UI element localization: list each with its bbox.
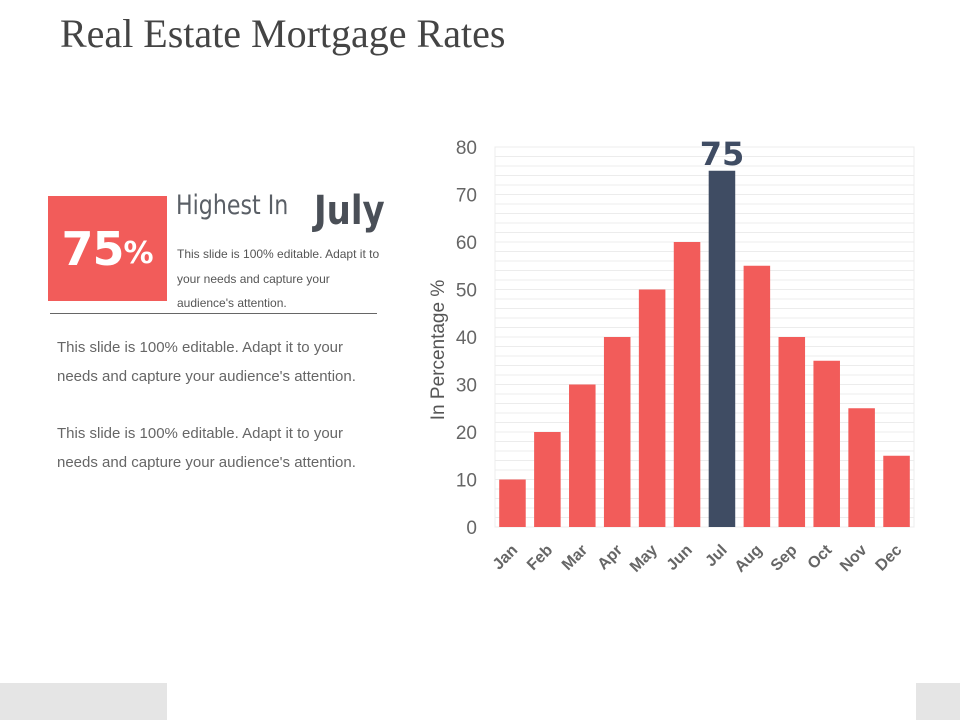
y-tick-label: 80	[456, 138, 477, 159]
y-axis-ticks: 0 10 20 30 40 50 60 70 80	[456, 138, 477, 539]
x-tick-label: Aug	[732, 542, 766, 576]
y-tick-label: 40	[456, 328, 477, 349]
y-tick-label: 60	[456, 233, 477, 254]
x-tick-label: Jun	[664, 542, 696, 574]
grid-lines	[494, 146, 915, 528]
bars	[499, 170, 910, 527]
y-tick-label: 10	[456, 471, 477, 492]
highlight-subtext: This slide is 100% editable. Adapt it to…	[177, 247, 380, 310]
y-tick-label: 30	[456, 376, 477, 397]
bar-dec	[883, 455, 910, 527]
bar-jan	[499, 479, 526, 527]
highlight-unit: %	[123, 236, 154, 271]
body-paragraph-1: This slide is 100% editable. Adapt it to…	[57, 339, 356, 385]
y-axis-label: In Percentage %	[428, 280, 449, 421]
highlight-bar-label: 75	[700, 135, 745, 173]
x-tick-label: Jul	[702, 542, 730, 570]
x-tick-label: May	[627, 542, 661, 576]
bar-feb	[534, 432, 561, 527]
x-tick-label: Mar	[559, 542, 591, 574]
highlight-heading: Highest In July	[176, 188, 385, 234]
corner-decoration-right	[916, 683, 960, 720]
bar-oct	[813, 360, 840, 527]
x-tick-label: Feb	[524, 542, 556, 574]
highlight-heading-month: July	[314, 188, 385, 234]
x-tick-label: Oct	[805, 541, 836, 572]
divider-line	[50, 313, 377, 314]
x-tick-label: Nov	[837, 542, 870, 575]
highlight-value: 75	[61, 221, 124, 276]
bar-jul	[708, 170, 736, 527]
bar-apr	[603, 337, 631, 527]
y-tick-label: 50	[456, 281, 477, 302]
bar-aug	[743, 265, 771, 527]
x-tick-label: Jan	[490, 542, 522, 574]
bar-chart: 0 10 20 30 40 50 60 70 80 Jan Feb Mar Apr May Jun Jul A…	[428, 135, 915, 576]
x-tick-label: Apr	[595, 542, 627, 574]
y-tick-label: 20	[456, 423, 477, 444]
bar-sep	[778, 337, 806, 527]
plot-frame	[494, 146, 915, 528]
y-tick-label: 70	[456, 186, 477, 207]
x-tick-label: Dec	[873, 542, 906, 575]
body-paragraph-2: This slide is 100% editable. Adapt it to…	[57, 425, 356, 471]
x-tick-label: Sep	[768, 542, 801, 575]
slide-title: Real Estate Mortgage Rates	[60, 11, 506, 56]
bar-jun	[673, 242, 701, 527]
bar-nov	[848, 408, 875, 527]
corner-decoration-left	[0, 683, 167, 720]
bar-mar	[569, 384, 596, 527]
highlight-stat-box: 75%	[48, 196, 167, 301]
bar-may	[638, 289, 666, 527]
x-axis-ticks: Jan Feb Mar Apr May Jun Jul Aug Sep Oct Nov Dec	[490, 541, 906, 576]
y-tick-label: 0	[466, 518, 477, 539]
highlight-heading-prefix: Highest In	[176, 190, 289, 221]
